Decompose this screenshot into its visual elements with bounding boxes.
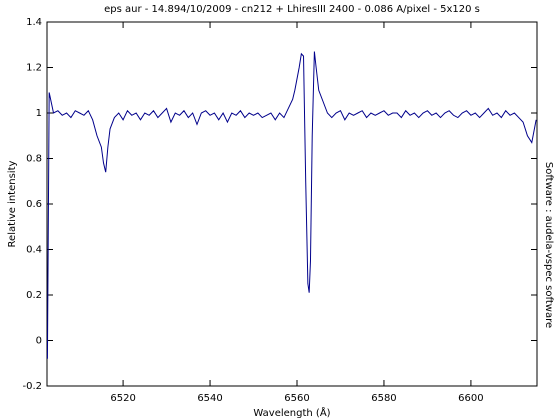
x-axis-label: Wavelength (Å) xyxy=(253,406,330,419)
y-tick-label: 0.2 xyxy=(26,290,42,301)
y-tick-label: 1.2 xyxy=(26,63,42,74)
y-tick-label: -0.2 xyxy=(22,381,42,392)
x-tick-label: 6600 xyxy=(458,393,483,404)
y-tick-label: 0.6 xyxy=(26,199,42,210)
y-tick-label: 0 xyxy=(36,336,42,347)
side-note: Software : audela-vspec software xyxy=(543,162,554,328)
y-tick-label: 0.4 xyxy=(26,245,42,256)
spectrum-line xyxy=(46,51,537,359)
x-tick-label: 6560 xyxy=(284,393,309,404)
y-tick-label: 1 xyxy=(36,108,42,119)
x-tick-label: 6520 xyxy=(110,393,135,404)
y-tick-label: 0.8 xyxy=(26,154,42,165)
plot-frame xyxy=(46,21,538,387)
chart-title: eps aur - 14.894/10/2009 - cn212 + Lhire… xyxy=(104,4,480,15)
x-tick-label: 6540 xyxy=(197,393,222,404)
y-tick-label: 1.4 xyxy=(26,17,42,28)
y-axis-label: Relative intensity xyxy=(7,160,18,247)
x-tick-label: 6580 xyxy=(371,393,396,404)
